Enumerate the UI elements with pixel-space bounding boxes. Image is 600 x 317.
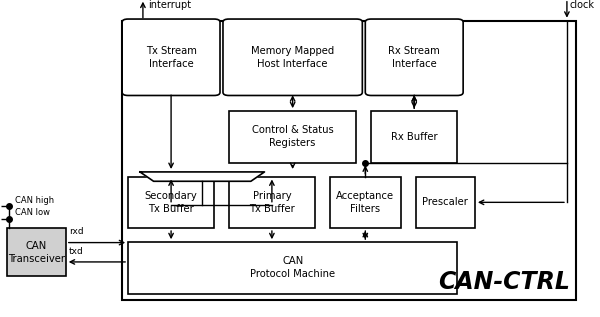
Text: Acceptance
Filters: Acceptance Filters bbox=[336, 191, 394, 214]
Text: CAN
Transceiver: CAN Transceiver bbox=[8, 241, 65, 264]
Text: Rx Buffer: Rx Buffer bbox=[391, 132, 437, 142]
Text: Control & Status
Registers: Control & Status Registers bbox=[252, 126, 334, 148]
Text: CAN
Protocol Machine: CAN Protocol Machine bbox=[250, 256, 335, 279]
Bar bbox=[371, 111, 457, 163]
Text: Secondary
Tx Buffer: Secondary Tx Buffer bbox=[145, 191, 197, 214]
Text: Memory Mapped
Host Interface: Memory Mapped Host Interface bbox=[251, 46, 334, 69]
Text: interrupt: interrupt bbox=[148, 0, 191, 10]
FancyBboxPatch shape bbox=[365, 19, 463, 95]
Text: Tx Stream
Interface: Tx Stream Interface bbox=[146, 46, 197, 69]
Text: Prescaler: Prescaler bbox=[422, 197, 468, 207]
Text: Rx Stream
Interface: Rx Stream Interface bbox=[388, 46, 440, 69]
Text: clock: clock bbox=[570, 0, 595, 10]
Text: Primary
Tx Buffer: Primary Tx Buffer bbox=[249, 191, 295, 214]
Bar bbox=[7, 228, 66, 276]
Text: rxd: rxd bbox=[69, 227, 83, 236]
Bar bbox=[229, 111, 356, 163]
Bar bbox=[229, 177, 315, 228]
FancyBboxPatch shape bbox=[223, 19, 362, 95]
Text: CAN high: CAN high bbox=[16, 196, 55, 205]
Text: CAN-CTRL: CAN-CTRL bbox=[438, 269, 570, 294]
Text: txd: txd bbox=[69, 247, 83, 256]
Bar bbox=[128, 177, 214, 228]
Bar bbox=[128, 242, 457, 294]
Bar bbox=[416, 177, 475, 228]
FancyBboxPatch shape bbox=[122, 19, 220, 95]
Bar bbox=[122, 21, 576, 300]
Text: CAN low: CAN low bbox=[16, 208, 50, 217]
Polygon shape bbox=[140, 172, 265, 181]
Bar bbox=[330, 177, 401, 228]
